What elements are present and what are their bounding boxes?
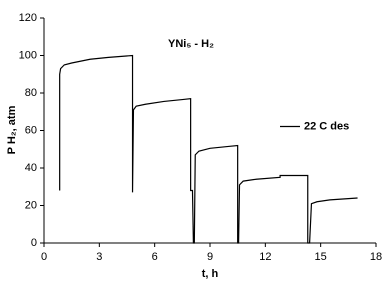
y-tick-label: 80 xyxy=(25,87,37,99)
x-tick-label: 12 xyxy=(259,251,271,263)
x-tick-label: 3 xyxy=(96,251,102,263)
x-tick-label: 15 xyxy=(315,251,327,263)
y-tick-label: 40 xyxy=(25,162,37,174)
chart-title: YNi₅ - H₂ xyxy=(168,38,214,50)
y-tick-label: 120 xyxy=(19,12,37,24)
x-tick-label: 0 xyxy=(41,251,47,263)
series-line xyxy=(59,54,358,244)
x-tick-label: 9 xyxy=(207,251,213,263)
x-tick-label: 18 xyxy=(370,251,382,263)
legend-label: 22 C des xyxy=(304,120,349,132)
x-axis-label: t, h xyxy=(202,268,219,280)
y-axis-label: P H₂, atm xyxy=(6,105,18,154)
y-tick-label: 60 xyxy=(25,124,37,136)
x-tick-label: 6 xyxy=(152,251,158,263)
y-tick-label: 0 xyxy=(31,237,37,249)
y-tick-label: 20 xyxy=(25,199,37,211)
y-tick-label: 100 xyxy=(19,49,37,61)
